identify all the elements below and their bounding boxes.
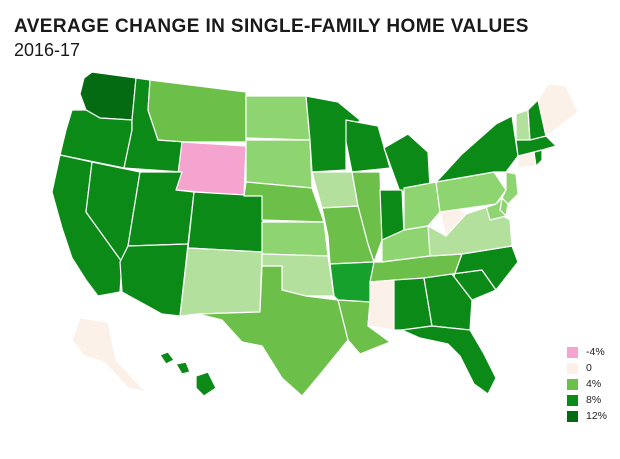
state-hi xyxy=(159,351,217,397)
state-ms xyxy=(367,279,395,331)
legend-swatch xyxy=(567,362,578,374)
legend-item-8: 8% xyxy=(567,392,607,408)
state-md xyxy=(465,197,507,221)
state-tx xyxy=(197,265,349,397)
state-mn xyxy=(305,95,361,173)
state-me xyxy=(537,83,579,137)
state-ne xyxy=(243,181,325,223)
state-ri xyxy=(533,149,543,167)
state-nd xyxy=(245,95,311,141)
state-co xyxy=(187,191,265,253)
legend-label: -4% xyxy=(586,346,605,358)
legend-swatch xyxy=(567,378,578,390)
state-fl xyxy=(401,325,497,395)
legend-label: 4% xyxy=(586,378,602,390)
legend-item-4: 4% xyxy=(567,376,607,392)
legend-label: 0 xyxy=(586,362,592,374)
map-title: AVERAGE CHANGE IN SINGLE-FAMILY HOME VAL… xyxy=(14,16,529,37)
legend-swatch xyxy=(567,410,578,422)
state-az xyxy=(119,243,189,317)
state-sd xyxy=(245,139,313,189)
legend-label: 8% xyxy=(586,394,602,406)
state-mt xyxy=(147,79,247,143)
state-wy xyxy=(175,141,247,197)
legend: -4% 0 4% 8% 12% xyxy=(567,344,607,424)
legend-item-12: 12% xyxy=(567,408,607,424)
state-ak xyxy=(71,317,147,393)
state-ia xyxy=(311,171,359,209)
state-oh xyxy=(403,181,441,231)
state-nm xyxy=(179,247,263,317)
legend-item-neg4: -4% xyxy=(567,344,607,360)
legend-label: 12% xyxy=(586,410,608,422)
legend-swatch xyxy=(567,394,578,406)
legend-swatch xyxy=(567,346,578,358)
state-ar xyxy=(329,261,375,303)
state-ga xyxy=(423,273,473,331)
legend-item-0: 0 xyxy=(567,360,607,376)
state-wi xyxy=(345,119,391,173)
map-subtitle: 2016-17 xyxy=(14,40,81,60)
state-mi xyxy=(383,133,431,193)
state-ks xyxy=(261,221,329,257)
